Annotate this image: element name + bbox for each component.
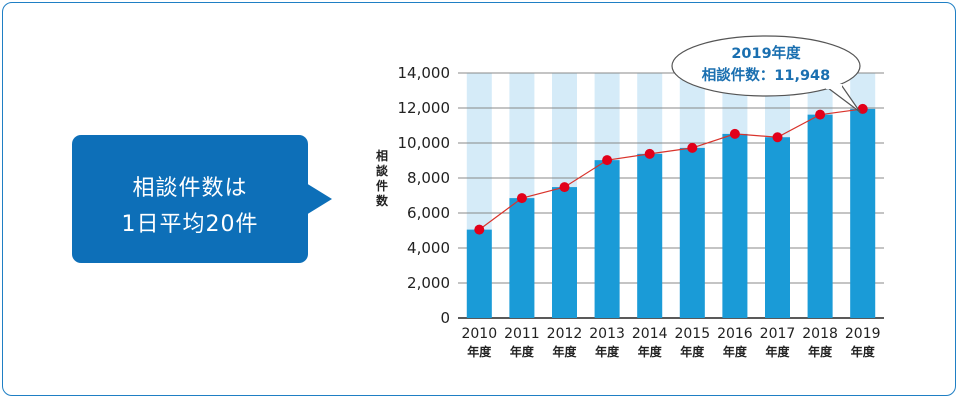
- point-2017: [772, 132, 783, 143]
- summary-line-2: 1日平均20件: [121, 212, 259, 237]
- x-tick-label: 2011: [504, 326, 540, 342]
- y-tick-label: 8,000: [407, 169, 450, 187]
- x-tick-suffix: 年度: [595, 344, 620, 359]
- y-tick-label: 12,000: [398, 99, 451, 117]
- y-tick-label: 4,000: [407, 239, 450, 257]
- point-2019: [857, 103, 868, 114]
- x-tick-label: 2019: [845, 326, 881, 342]
- bubble-line-2: 相談件数：11,948: [702, 66, 830, 84]
- x-tick-suffix: 年度: [765, 344, 790, 359]
- y-axis-label: 相談件数: [376, 148, 389, 208]
- x-tick-suffix: 年度: [851, 344, 876, 359]
- point-2011: [516, 193, 527, 204]
- point-2013: [602, 155, 613, 166]
- x-tick-label: 2012: [547, 326, 583, 342]
- y-tick-label: 14,000: [398, 64, 451, 82]
- bar-2018: [807, 114, 833, 319]
- trend-polyline: [478, 108, 863, 231]
- bar-2015: [679, 147, 705, 318]
- bar-2011: [509, 198, 535, 318]
- x-ticks: 2010 年度 2011 年度 2012 年度 2013 年度 2014 年度 2015 年度 2016…: [461, 326, 880, 359]
- bar-2013: [594, 160, 620, 318]
- summary-line-1: 相談件数は: [132, 176, 248, 201]
- summary-callout: [72, 135, 308, 263]
- highlight-bubble: 2019年度 相談件数：11,948: [671, 35, 861, 113]
- point-2015: [687, 142, 698, 153]
- x-tick-label: 2015: [674, 326, 710, 342]
- bar-2010: [466, 229, 492, 318]
- y-ticks: 0 2,000 4,000 6,000 8,000 10,000 12,000 14,000: [398, 64, 451, 327]
- x-tick-label: 2013: [589, 326, 625, 342]
- bars: [466, 108, 876, 319]
- bar-2014: [637, 153, 663, 318]
- x-tick-suffix: 年度: [680, 344, 705, 359]
- y-tick-label: 6,000: [407, 204, 450, 222]
- bubble-line-1: 2019年度: [731, 44, 801, 62]
- point-2016: [729, 128, 740, 139]
- x-tick-suffix: 年度: [808, 344, 833, 359]
- x-tick-label: 2018: [802, 326, 838, 342]
- x-tick-suffix: 年度: [510, 344, 535, 359]
- x-tick-label: 2017: [760, 326, 796, 342]
- bar-2017: [765, 137, 790, 318]
- bar-2019: [850, 108, 876, 318]
- bar-2012: [552, 187, 577, 318]
- x-tick-suffix: 年度: [638, 344, 663, 359]
- y-tick-label: 2,000: [407, 274, 450, 292]
- trend-line: [478, 108, 863, 231]
- point-2010: [474, 224, 485, 235]
- bar-2016: [722, 133, 748, 318]
- point-2018: [815, 109, 826, 120]
- x-tick-suffix: 年度: [552, 344, 577, 359]
- point-2012: [559, 182, 570, 193]
- point-2014: [644, 148, 655, 159]
- y-tick-label: 0: [440, 309, 450, 327]
- y-tick-label: 10,000: [398, 134, 451, 152]
- x-tick-suffix: 年度: [723, 344, 748, 359]
- x-tick-label: 2016: [717, 326, 753, 342]
- x-tick-label: 2010: [461, 326, 497, 342]
- summary-callout-tail: [306, 183, 332, 215]
- x-tick-suffix: 年度: [467, 344, 492, 359]
- x-tick-label: 2014: [632, 326, 668, 342]
